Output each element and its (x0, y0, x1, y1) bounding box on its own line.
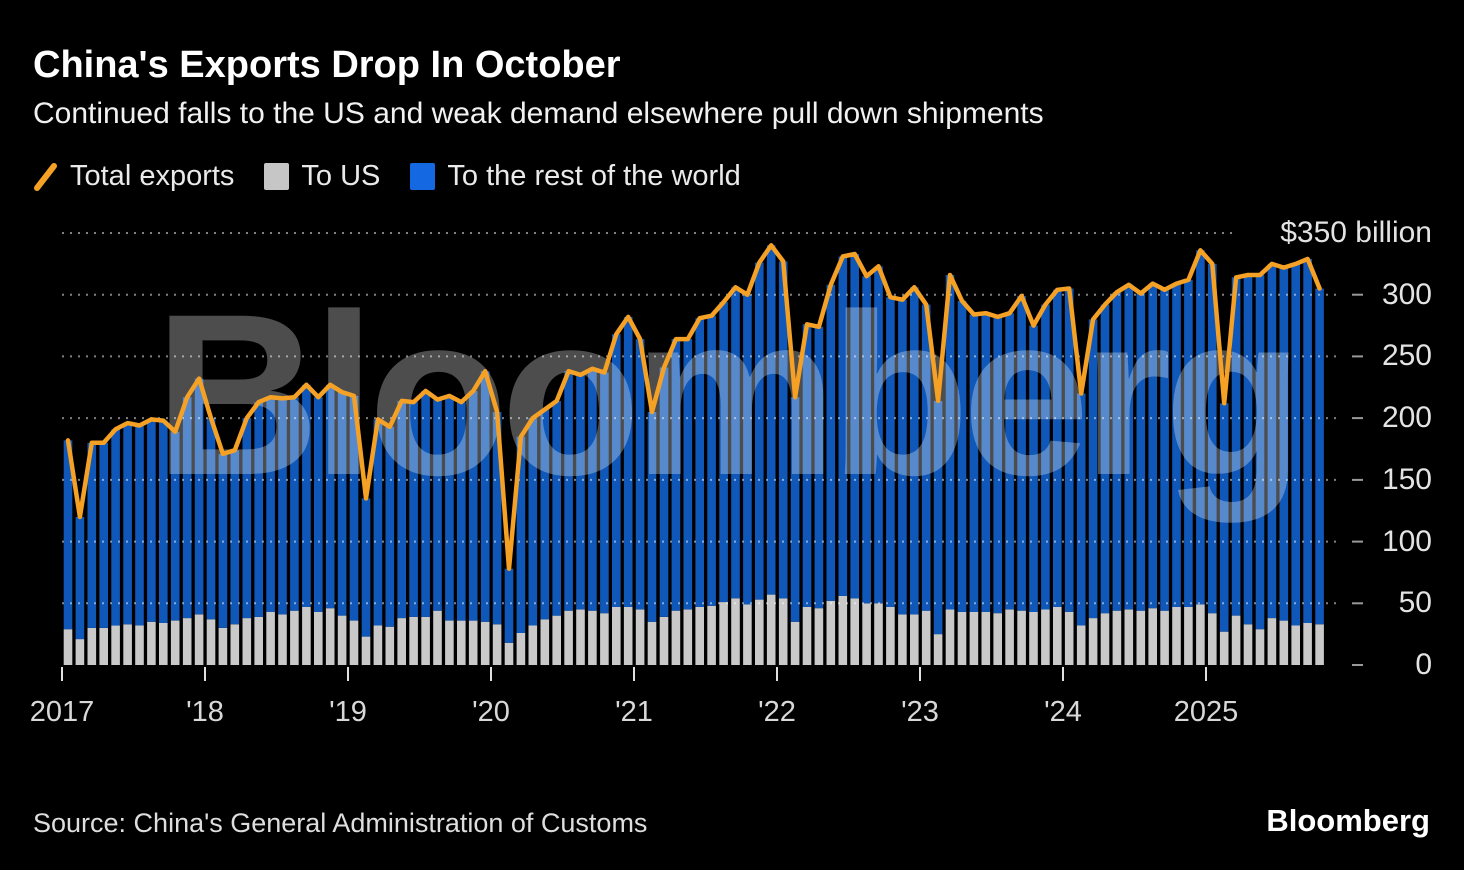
y-axis-tick-300: 300 (1381, 278, 1432, 311)
y-axis-tick-0: 0 (1415, 648, 1432, 681)
y-axis-tick-100: 100 (1381, 525, 1432, 558)
y-axis-tick-50: 50 (1398, 586, 1432, 619)
legend-item-rest-of-world: To the rest of the world (410, 160, 741, 193)
x-axis-label-18: '18 (186, 696, 224, 728)
x-axis-label-23: '23 (901, 696, 939, 728)
x-axis-label-19: '19 (329, 696, 367, 728)
page-title: China's Exports Drop In October (33, 44, 621, 86)
legend: Total exports To US To the rest of the w… (33, 160, 741, 193)
x-axis-label-22: '22 (758, 696, 796, 728)
legend-item-total-exports: Total exports (33, 160, 234, 193)
x-axis-label-24: '24 (1044, 696, 1082, 728)
y-axis-tick-250: 250 (1381, 339, 1432, 372)
blue-square-icon (410, 163, 436, 190)
x-axis-label-21: '21 (615, 696, 653, 728)
bloomberg-logo: Bloomberg (1266, 803, 1430, 838)
y-axis-tick-200: 200 (1381, 401, 1432, 434)
y-axis-top-label: $350 billion (1280, 216, 1432, 249)
x-axis-label-2017: 2017 (29, 696, 95, 728)
source-note: Source: China's General Administration o… (33, 808, 648, 838)
legend-label-total-exports: Total exports (70, 160, 235, 192)
x-axis-label-20: '20 (472, 696, 510, 728)
page-subtitle: Continued falls to the US and weak deman… (33, 97, 1044, 130)
orange-slash-icon (34, 162, 57, 191)
y-axis-tick-150: 150 (1381, 463, 1432, 496)
gray-square-icon (264, 163, 290, 190)
x-axis-label-2025: 2025 (1173, 696, 1239, 728)
legend-label-rest-of-world: To the rest of the world (447, 160, 741, 192)
legend-item-to-us: To US (264, 160, 380, 193)
legend-label-to-us: To US (301, 160, 381, 192)
